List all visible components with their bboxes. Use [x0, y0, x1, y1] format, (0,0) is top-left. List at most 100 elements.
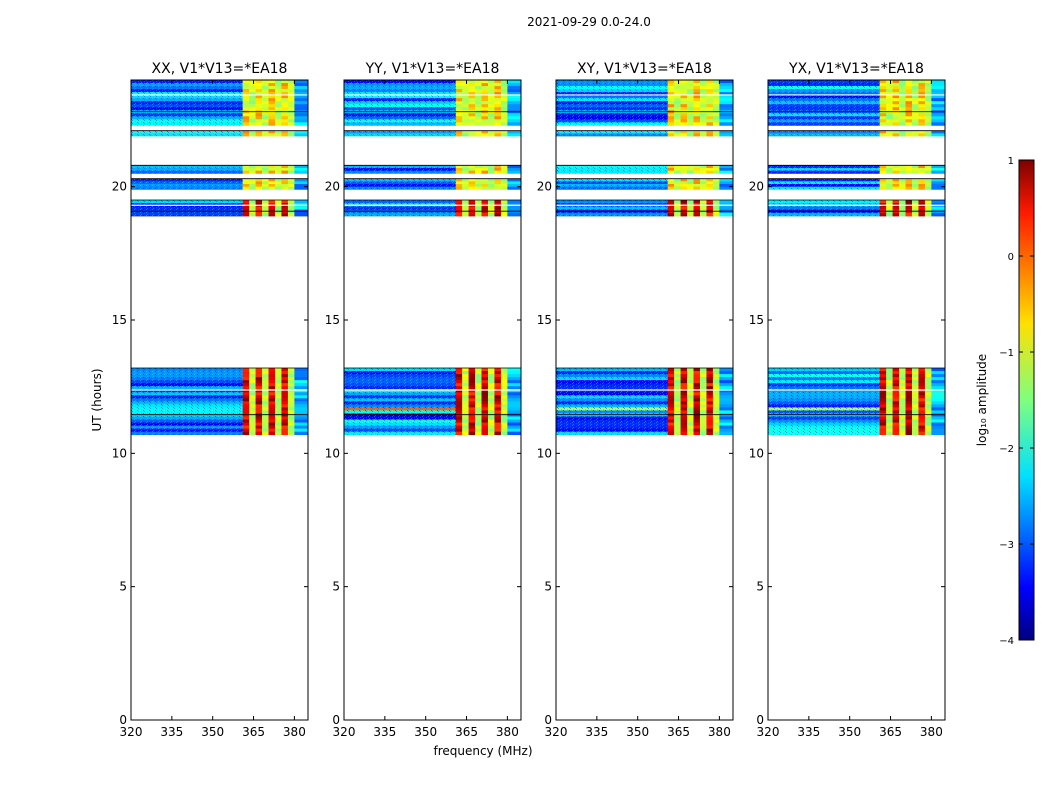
- heatmap-cell: [918, 133, 926, 137]
- heatmap-cell: [255, 425, 263, 430]
- heatmap-cell: [719, 86, 733, 90]
- heatmap-cell: [706, 89, 714, 93]
- heatmap-cell: [294, 178, 308, 182]
- heatmap-cell: [481, 80, 489, 84]
- heatmap-cell: [268, 178, 276, 182]
- heatmap-cell: [886, 98, 893, 102]
- heatmap-cell: [687, 89, 694, 93]
- heatmap-cell: [892, 89, 900, 93]
- heatmap-cell: [268, 206, 276, 210]
- heatmap-cell: [268, 80, 276, 84]
- heatmap-cell: [475, 107, 482, 111]
- heatmap-cell: [507, 107, 521, 111]
- heatmap-cell: [462, 431, 469, 436]
- heatmap-cell: [268, 184, 276, 188]
- heatmap-cell: [667, 119, 675, 123]
- heatmap-cell: [706, 95, 714, 99]
- heatmap-cell: [911, 130, 919, 134]
- heatmap-cell: [455, 428, 463, 433]
- heatmap-cell: [699, 416, 707, 420]
- heatmap-cell: [507, 374, 521, 378]
- heatmap-cell: [879, 92, 887, 96]
- heatmap-cell: [255, 407, 263, 411]
- heatmap-cell: [462, 89, 469, 93]
- heatmap-cell: [494, 168, 502, 172]
- colorbar-gradient: [1018, 159, 1035, 641]
- heatmap-cell: [706, 422, 714, 426]
- heatmap-cell: [249, 416, 256, 420]
- heatmap-cell: [507, 410, 521, 414]
- heatmap-cell: [879, 389, 887, 393]
- heatmap-cell: [712, 407, 720, 411]
- y-tick-label: 20: [112, 180, 127, 194]
- heatmap-cell: [500, 113, 508, 117]
- heatmap-cell: [494, 371, 502, 375]
- heatmap-cell: [699, 89, 707, 93]
- heatmap-cell: [262, 200, 269, 204]
- heatmap-cell: [281, 386, 289, 390]
- heatmap-cell: [262, 119, 269, 123]
- x-tick-label: 350: [626, 725, 649, 739]
- heatmap-cell: [249, 380, 256, 384]
- heatmap-cell: [680, 122, 688, 126]
- heatmap-cell: [475, 392, 482, 396]
- panel-frame: [767, 79, 946, 721]
- heatmap-cell: [481, 122, 489, 126]
- heatmap-cell: [719, 206, 733, 210]
- heatmap-cell: [706, 212, 714, 217]
- y-tick-label: 10: [537, 446, 552, 460]
- heatmap-cell: [699, 80, 707, 84]
- heatmap-cell: [274, 413, 282, 417]
- heatmap-cell: [242, 374, 250, 378]
- heatmap-cell: [455, 377, 463, 381]
- heatmap-cell: [242, 371, 250, 375]
- heatmap-cell: [294, 377, 308, 381]
- heatmap-cell: [687, 374, 694, 378]
- heatmap-cell: [892, 212, 900, 217]
- heatmap-cell: [294, 200, 308, 204]
- heatmap-cell: [500, 410, 508, 414]
- x-tick-label: 350: [201, 725, 224, 739]
- heatmap-cell: [475, 170, 482, 174]
- heatmap-speckle: [556, 80, 668, 126]
- heatmap-cell: [879, 107, 887, 111]
- heatmap-cell: [268, 374, 276, 378]
- heatmap-cell: [507, 116, 521, 120]
- heatmap-cell: [892, 170, 900, 174]
- heatmap-cell: [879, 374, 887, 378]
- heatmap-cell: [287, 206, 295, 210]
- heatmap-cell: [262, 386, 269, 390]
- heatmap-cell: [687, 200, 694, 204]
- heatmap-cell: [905, 416, 913, 420]
- heatmap-cell: [699, 392, 707, 396]
- heatmap-cell: [487, 200, 495, 204]
- heatmap-cell: [667, 398, 675, 402]
- heatmap-cell: [931, 92, 945, 96]
- heatmap-cell: [274, 371, 282, 375]
- heatmap-cell: [918, 168, 926, 172]
- heatmap-cell: [699, 419, 707, 423]
- heatmap-cell: [886, 389, 893, 393]
- heatmap-cell: [931, 395, 945, 399]
- heatmap-cell: [918, 98, 926, 102]
- heatmap-cell: [674, 133, 681, 137]
- heatmap-cell: [687, 383, 694, 387]
- heatmap-cell: [255, 401, 263, 405]
- heatmap-cell: [911, 413, 919, 417]
- heatmap-cell: [924, 413, 932, 417]
- heatmap-cell: [494, 428, 502, 433]
- heatmap-cell: [281, 419, 289, 423]
- heatmap-cell: [924, 178, 932, 182]
- heatmap-cell: [500, 212, 508, 217]
- heatmap-cell: [294, 168, 308, 172]
- heatmap-cell: [886, 165, 893, 169]
- heatmap-cell: [699, 113, 707, 117]
- heatmap-cell: [475, 116, 482, 120]
- heatmap-cell: [487, 407, 495, 411]
- heatmap-cell: [687, 83, 694, 87]
- heatmap-cell: [281, 206, 289, 210]
- heatmap-cell: [905, 422, 913, 426]
- heatmap-cell: [281, 186, 289, 190]
- heatmap-cell: [487, 133, 495, 137]
- heatmap-cell: [899, 389, 906, 393]
